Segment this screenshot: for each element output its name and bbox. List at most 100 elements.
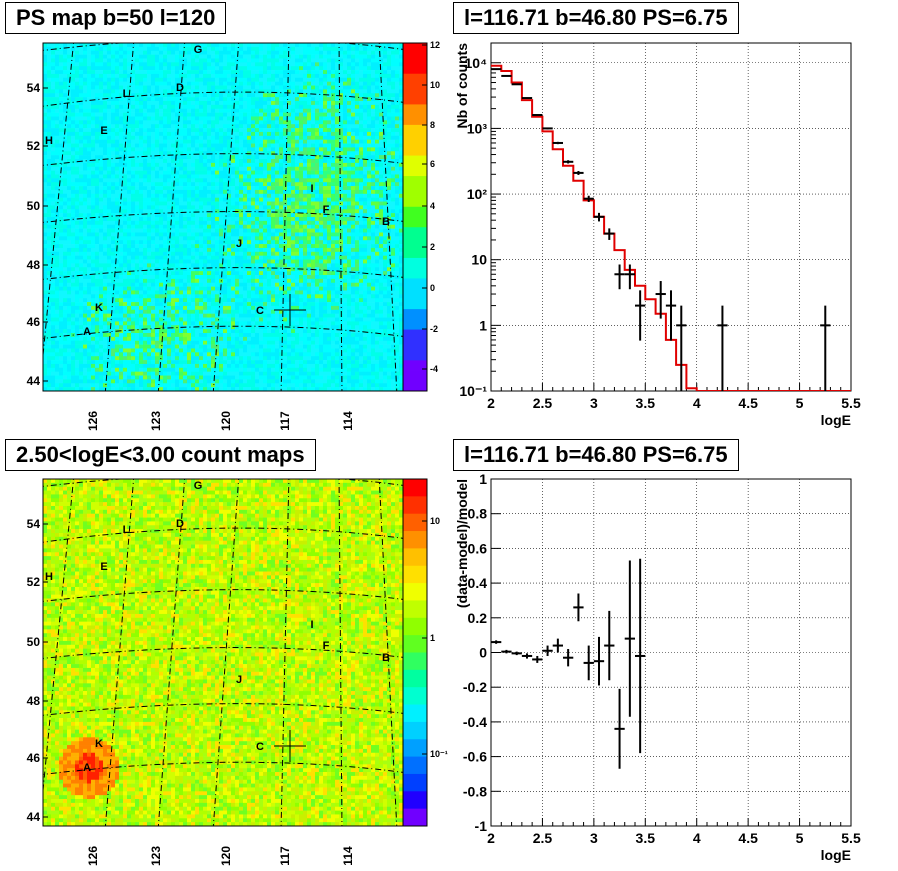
heatmap-cell bbox=[123, 247, 128, 253]
heatmap-cell bbox=[187, 387, 192, 391]
heatmap-cell bbox=[67, 305, 72, 311]
heatmap-cell bbox=[243, 383, 248, 388]
heatmap-cell bbox=[63, 298, 68, 303]
heatmap-cell bbox=[227, 213, 232, 218]
heatmap-cell bbox=[123, 313, 128, 318]
heatmap-cell bbox=[47, 371, 52, 376]
heatmap-cell bbox=[71, 251, 76, 256]
heatmap-cell bbox=[215, 73, 220, 79]
heatmap-cell bbox=[47, 97, 52, 102]
heatmap-cell bbox=[59, 174, 64, 179]
heatmap-cell bbox=[55, 363, 60, 369]
heatmap-cell bbox=[107, 50, 112, 55]
heatmap-cell bbox=[51, 147, 56, 152]
heatmap-cell bbox=[119, 375, 124, 380]
heatmap-cell bbox=[75, 70, 80, 75]
heatmap-cell bbox=[215, 193, 220, 198]
heatmap-cell bbox=[151, 275, 156, 280]
heatmap-cell bbox=[103, 379, 108, 384]
heatmap-cell bbox=[195, 131, 200, 137]
heatmap-cell bbox=[147, 244, 152, 249]
heatmap-cell bbox=[51, 360, 56, 365]
heatmap-cell bbox=[235, 159, 240, 164]
heatmap-cell bbox=[259, 236, 264, 241]
heatmap-cell bbox=[199, 220, 204, 226]
heatmap-cell bbox=[255, 240, 260, 245]
heatmap-cell bbox=[99, 232, 104, 237]
heatmap-cell bbox=[255, 201, 260, 206]
heatmap-cell bbox=[195, 62, 200, 67]
heatmap-cell bbox=[111, 193, 116, 198]
heatmap-cell bbox=[251, 193, 256, 198]
heatmap-cell bbox=[211, 383, 216, 388]
heatmap-cell bbox=[223, 201, 228, 206]
heatmap-cell bbox=[135, 251, 140, 256]
heatmap-cell bbox=[43, 375, 48, 380]
heatmap-cell bbox=[239, 321, 244, 326]
heatmap-cell bbox=[55, 151, 60, 156]
heatmap-cell bbox=[175, 81, 180, 86]
heatmap-cell bbox=[195, 294, 200, 299]
heatmap-cell bbox=[47, 128, 52, 133]
heatmap-cell bbox=[223, 93, 228, 98]
heatmap-cell bbox=[155, 371, 160, 376]
heatmap-cell bbox=[243, 43, 248, 48]
heatmap-cell bbox=[63, 294, 68, 299]
heatmap-cell bbox=[139, 128, 144, 133]
heatmap-cell bbox=[127, 360, 132, 365]
heatmap-cell bbox=[163, 263, 168, 268]
heatmap-cell bbox=[183, 352, 188, 357]
heatmap-cell bbox=[63, 329, 68, 334]
heatmap-cell bbox=[151, 213, 156, 218]
heatmap-cell bbox=[235, 43, 240, 48]
heatmap-cell bbox=[87, 317, 92, 322]
heatmap-cell bbox=[119, 340, 124, 345]
heatmap-cell bbox=[135, 302, 140, 307]
heatmap-cell bbox=[63, 371, 68, 376]
heatmap-cell bbox=[43, 286, 48, 291]
heatmap-cell bbox=[211, 294, 216, 299]
heatmap-cell bbox=[63, 213, 68, 218]
heatmap-cell bbox=[175, 220, 180, 226]
heatmap-cell bbox=[207, 333, 212, 338]
heatmap-cell bbox=[99, 305, 104, 311]
heatmap-cell bbox=[79, 209, 84, 214]
heatmap-cell bbox=[127, 255, 132, 260]
heatmap-cell bbox=[155, 85, 160, 90]
heatmap-cell bbox=[143, 348, 148, 353]
heatmap-cell bbox=[119, 97, 124, 102]
heatmap-cell bbox=[143, 228, 148, 233]
heatmap-cell bbox=[187, 302, 192, 307]
heatmap-cell bbox=[199, 290, 204, 295]
heatmap-cell bbox=[127, 205, 132, 210]
heatmap-cell bbox=[147, 101, 152, 106]
heatmap-cell bbox=[151, 360, 156, 365]
heatmap-cell bbox=[167, 143, 172, 148]
heatmap-cell bbox=[255, 54, 260, 59]
heatmap-cell bbox=[203, 247, 208, 253]
heatmap-cell bbox=[171, 302, 176, 307]
heatmap-cell bbox=[199, 128, 204, 133]
heatmap-cell bbox=[123, 197, 128, 202]
heatmap-cell bbox=[63, 336, 68, 342]
heatmap-cell bbox=[127, 217, 132, 222]
heatmap-cell bbox=[123, 54, 128, 59]
heatmap-cell bbox=[239, 379, 244, 384]
heatmap-cell bbox=[179, 213, 184, 218]
heatmap-cell bbox=[215, 321, 220, 326]
heatmap-cell bbox=[103, 267, 108, 272]
heatmap-cell bbox=[155, 135, 160, 140]
heatmap-cell bbox=[179, 244, 184, 249]
heatmap-cell bbox=[135, 259, 140, 264]
heatmap-cell bbox=[255, 104, 260, 110]
heatmap-cell bbox=[131, 329, 136, 334]
heatmap-cell bbox=[67, 108, 72, 113]
heatmap-cell bbox=[135, 321, 140, 326]
heatmap-cell bbox=[215, 124, 220, 129]
heatmap-cell bbox=[95, 325, 100, 330]
heatmap-cell bbox=[255, 356, 260, 361]
heatmap-cell bbox=[175, 329, 180, 334]
heatmap-cell bbox=[195, 81, 200, 86]
heatmap-cell bbox=[71, 344, 76, 349]
heatmap-cell bbox=[131, 313, 136, 318]
